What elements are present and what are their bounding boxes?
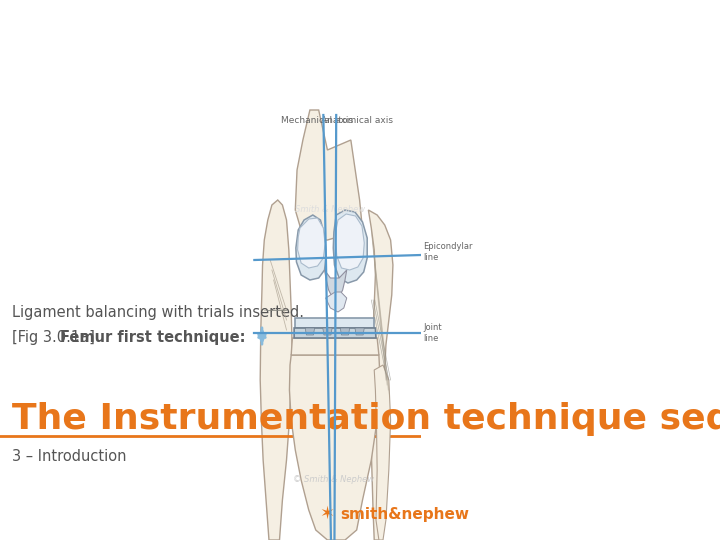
Text: ✶: ✶ (320, 505, 335, 523)
Text: Joint
line: Joint line (423, 323, 442, 343)
Text: Mechanical axis: Mechanical axis (282, 116, 354, 125)
Polygon shape (297, 218, 325, 268)
Polygon shape (355, 328, 364, 335)
Polygon shape (260, 200, 292, 540)
Text: Smith & Nephew: Smith & Nephew (295, 206, 366, 214)
Polygon shape (294, 328, 376, 338)
Text: Ligament balancing with trials inserted.: Ligament balancing with trials inserted. (12, 305, 304, 320)
Text: The Instrumentation technique sequence: The Instrumentation technique sequence (12, 402, 720, 435)
Text: Anatomical axis: Anatomical axis (320, 116, 392, 125)
Polygon shape (374, 365, 390, 540)
Text: smith&nephew: smith&nephew (340, 507, 469, 522)
Polygon shape (369, 210, 393, 540)
Text: Femur first technique:: Femur first technique: (60, 330, 246, 345)
Polygon shape (325, 292, 347, 312)
Polygon shape (333, 210, 367, 283)
Polygon shape (323, 328, 332, 335)
Polygon shape (305, 328, 315, 335)
Polygon shape (325, 270, 347, 300)
Text: Epicondylar
line: Epicondylar line (423, 242, 473, 262)
Polygon shape (336, 214, 364, 270)
Text: 3 – Introduction: 3 – Introduction (12, 449, 126, 464)
Text: [Fig 3.0.1a]: [Fig 3.0.1a] (12, 330, 99, 345)
Polygon shape (289, 355, 380, 540)
Polygon shape (296, 215, 326, 280)
Text: © Smith & Nephew: © Smith & Nephew (293, 476, 374, 484)
Polygon shape (295, 318, 374, 328)
Polygon shape (291, 338, 379, 355)
Polygon shape (295, 110, 363, 240)
Polygon shape (341, 328, 350, 335)
